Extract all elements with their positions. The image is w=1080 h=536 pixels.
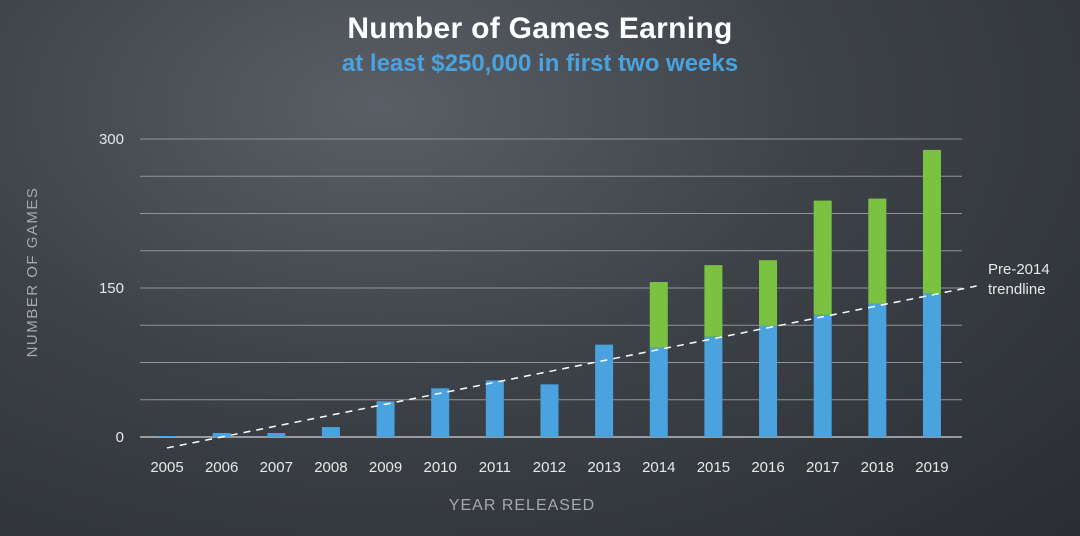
x-tick-label: 2014 — [642, 459, 675, 476]
y-tick-label: 150 — [99, 280, 124, 297]
x-tick-label: 2007 — [260, 459, 293, 476]
bar-excess-2018 — [868, 198, 887, 304]
bar-base-2015 — [704, 336, 723, 437]
chart-subtitle: at least $250,000 in first two weeks — [341, 50, 739, 77]
x-tick-label: 2016 — [751, 459, 784, 476]
bar-base-2016 — [759, 325, 778, 437]
trendline-label-line2: trendline — [988, 281, 1046, 298]
x-tick-label: 2009 — [369, 459, 402, 476]
x-tick-label: 2015 — [697, 459, 730, 476]
bar-excess-2016 — [759, 260, 778, 326]
x-tick-label: 2010 — [424, 459, 457, 476]
bar-base-2018 — [868, 303, 887, 437]
bar-excess-2017 — [813, 200, 832, 315]
x-tick-label: 2005 — [150, 459, 183, 476]
bar-base-2011 — [485, 380, 504, 437]
x-tick-label: 2011 — [479, 459, 511, 476]
bars — [158, 149, 941, 437]
bar-base-2009 — [376, 401, 395, 437]
bar-base-2019 — [922, 292, 941, 437]
y-tick-label: 0 — [116, 429, 124, 446]
x-tick-label: 2013 — [587, 459, 620, 476]
bar-base-2006 — [212, 433, 231, 437]
bar-base-2008 — [321, 427, 340, 437]
x-tick-label: 2018 — [861, 459, 894, 476]
x-tick-label: 2019 — [915, 459, 948, 476]
y-axis-label: NUMBER OF GAMES — [24, 187, 41, 358]
x-tick-label: 2012 — [533, 459, 566, 476]
bar-base-2012 — [540, 384, 559, 437]
bar-base-2014 — [649, 347, 668, 437]
y-tick-label: 300 — [99, 131, 124, 148]
bar-base-2007 — [267, 433, 286, 437]
x-tick-label: 2006 — [205, 459, 238, 476]
bar-base-2013 — [595, 344, 614, 437]
bar-excess-2019 — [922, 149, 941, 293]
bar-excess-2014 — [649, 282, 668, 348]
trendline — [166, 285, 977, 449]
bar-base-2010 — [431, 388, 450, 437]
bar-base-2005 — [158, 436, 176, 437]
x-tick-label: 2017 — [806, 459, 839, 476]
chart-title: Number of Games Earning — [347, 12, 733, 45]
bar-base-2017 — [813, 314, 832, 437]
x-axis-label: YEAR RELEASED — [449, 497, 595, 514]
y-axis-ticks: 0 150 300 — [99, 131, 124, 446]
bar-excess-2015 — [704, 265, 723, 337]
x-axis-ticks: 2005 2006 2007 2008 2009 2010 2011 2012 2013 2014… — [150, 459, 948, 476]
trendline-label-line1: Pre-2014 — [988, 261, 1050, 278]
x-tick-label: 2008 — [314, 459, 347, 476]
